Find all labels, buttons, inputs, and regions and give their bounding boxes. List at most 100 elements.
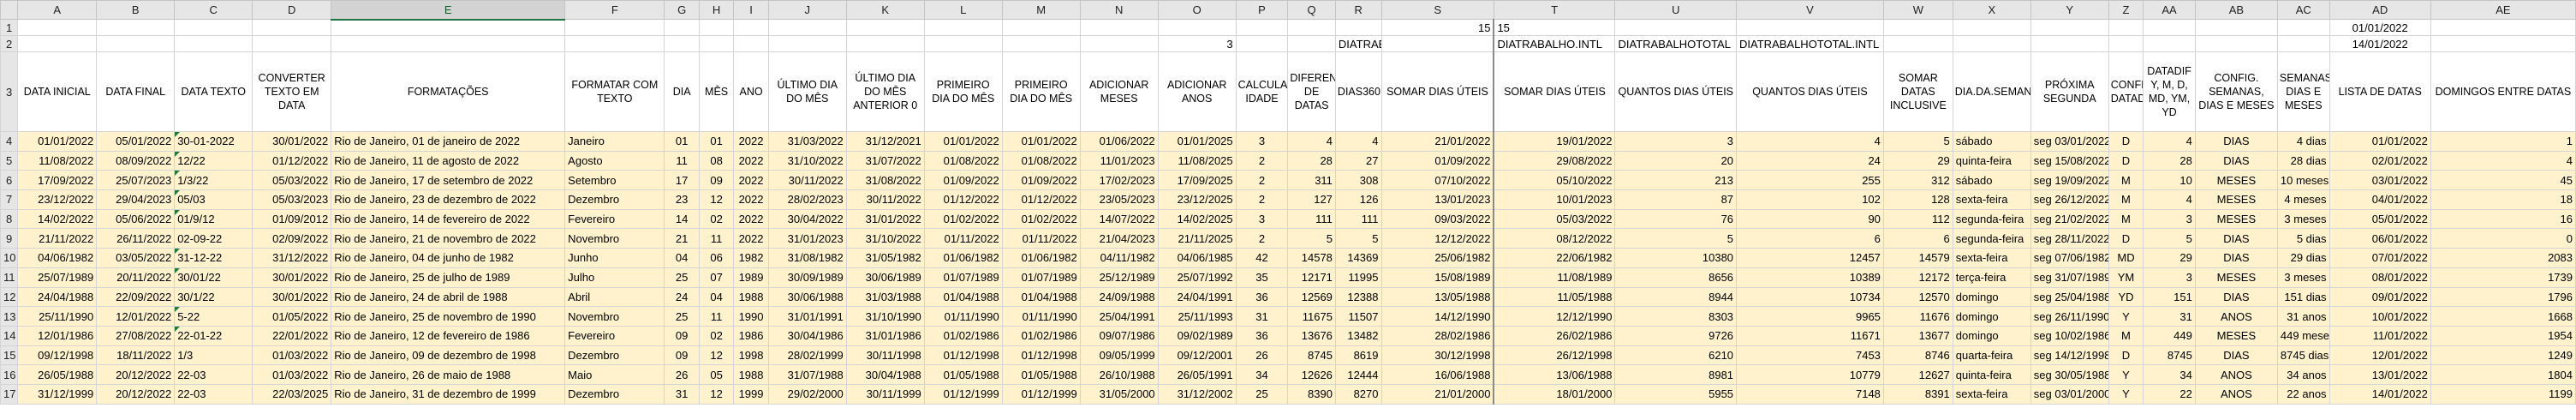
grid-cell[interactable]: 3 <box>1157 35 1237 52</box>
grid-cell[interactable]: 01/12/2022 <box>252 150 332 171</box>
grid-cell[interactable]: 11995 <box>1334 267 1382 288</box>
column-header[interactable]: P <box>1235 0 1289 20</box>
grid-cell[interactable] <box>2143 19 2196 36</box>
row-header[interactable]: 15 <box>0 345 19 366</box>
grid-cell[interactable]: 7148 <box>1736 383 1884 405</box>
grid-cell[interactable]: M <box>2108 208 2144 230</box>
grid-cell[interactable]: 28/02/1999 <box>767 345 847 366</box>
grid-cell[interactable]: Janeiro <box>564 131 665 152</box>
grid-cell[interactable]: 15/08/1989 <box>1380 267 1494 288</box>
grid-cell[interactable]: MD <box>2108 248 2144 268</box>
grid-cell[interactable]: 01/05/1988 <box>923 364 1003 385</box>
grid-cell[interactable]: 04/06/1982 <box>17 248 98 268</box>
grid-cell[interactable]: 14578 <box>1287 248 1336 268</box>
grid-cell[interactable]: 01/06/2022 <box>1079 131 1159 152</box>
grid-cell[interactable]: 31/10/2022 <box>845 228 925 249</box>
grid-cell[interactable]: 2022 <box>733 208 769 230</box>
grid-cell[interactable]: seg 07/06/1982 <box>2030 248 2109 268</box>
grid-cell[interactable] <box>767 19 847 36</box>
grid-cell[interactable]: 22/09/2022 <box>96 286 176 308</box>
grid-cell[interactable]: 12 <box>698 383 735 405</box>
grid-cell[interactable]: DIAS <box>2194 248 2278 268</box>
grid-cell[interactable]: 13/01/2022 <box>2329 364 2431 385</box>
grid-cell[interactable]: quinta-feira <box>1952 150 2031 171</box>
column-header[interactable]: O <box>1157 0 1237 20</box>
grid-cell[interactable]: 30/09/1989 <box>767 267 847 288</box>
grid-cell[interactable]: Agosto <box>564 150 665 171</box>
grid-cell[interactable]: 2 <box>1235 150 1289 171</box>
grid-cell[interactable]: 31/03/2022 <box>767 131 847 152</box>
grid-cell[interactable]: 22-03 <box>174 383 253 405</box>
grid-cell[interactable]: 01/02/1986 <box>923 325 1003 346</box>
row-header[interactable]: 10 <box>0 248 19 268</box>
grid-cell[interactable] <box>252 35 332 52</box>
grid-cell[interactable]: 30/06/1989 <box>845 267 925 288</box>
grid-cell[interactable]: 25/11/1993 <box>1157 306 1237 327</box>
grid-cell[interactable]: 1668 <box>2430 306 2576 327</box>
grid-cell[interactable]: 12388 <box>1334 286 1382 308</box>
grid-cell[interactable]: 18/01/2000 <box>1493 383 1616 405</box>
grid-cell[interactable]: 3 <box>1614 131 1738 152</box>
grid-cell[interactable]: 126 <box>1334 189 1382 210</box>
grid-cell[interactable]: 30/01/2022 <box>252 131 332 152</box>
grid-cell[interactable] <box>2143 35 2196 52</box>
grid-cell[interactable]: Y <box>2108 383 2144 405</box>
header-cell[interactable]: PRIMEIRO DIA DO MÊS <box>1001 51 1081 132</box>
grid-cell[interactable]: 22/01/2022 <box>252 325 332 346</box>
grid-cell[interactable]: DIATRABALHO.INTL <box>1493 35 1616 52</box>
grid-cell[interactable]: 9726 <box>1614 325 1738 346</box>
grid-cell[interactable]: 35 <box>1235 267 1289 288</box>
grid-cell[interactable]: 20 <box>1614 150 1738 171</box>
grid-cell[interactable]: Julho <box>564 267 665 288</box>
grid-cell[interactable]: 01/09/2012 <box>252 208 332 230</box>
grid-cell[interactable]: 102 <box>1736 189 1884 210</box>
grid-cell[interactable]: 09/02/1989 <box>1157 325 1237 346</box>
grid-cell[interactable] <box>1001 19 1081 36</box>
grid-cell[interactable]: 9965 <box>1736 306 1884 327</box>
grid-cell[interactable]: 6 <box>1882 228 1953 249</box>
grid-cell[interactable]: 10779 <box>1736 364 1884 385</box>
grid-cell[interactable]: 01/9/12 <box>174 208 253 230</box>
grid-cell[interactable]: MESES <box>2194 208 2278 230</box>
column-header-selected[interactable]: E <box>331 0 566 21</box>
grid-cell[interactable]: 31/01/2023 <box>767 228 847 249</box>
grid-cell[interactable]: 10380 <box>1614 248 1738 268</box>
grid-cell[interactable]: 06/01/2022 <box>2329 228 2431 249</box>
grid-cell[interactable]: 05 <box>698 364 735 385</box>
header-cell[interactable]: LISTA DE DATAS <box>2329 51 2431 132</box>
grid-cell[interactable]: seg 15/08/2022 <box>2030 150 2109 171</box>
grid-cell[interactable] <box>1380 35 1494 52</box>
grid-cell[interactable]: Dezembro <box>564 189 665 210</box>
header-cell[interactable]: SOMAR DIAS ÚTEIS <box>1493 51 1616 132</box>
select-all-corner[interactable] <box>0 0 19 20</box>
grid-cell[interactable]: 24 <box>664 286 700 308</box>
grid-cell[interactable]: 05/06/2022 <box>96 208 176 230</box>
grid-cell[interactable]: 255 <box>1736 170 1884 191</box>
grid-cell[interactable]: 01/01/2025 <box>1157 131 1237 152</box>
grid-cell[interactable] <box>331 35 566 52</box>
grid-cell[interactable]: 03/05/2022 <box>96 248 176 268</box>
grid-cell[interactable] <box>1952 19 2031 36</box>
grid-cell[interactable]: 5 <box>1882 131 1953 152</box>
column-header[interactable]: V <box>1736 0 1884 20</box>
grid-cell[interactable]: 4 <box>1287 131 1336 152</box>
grid-cell[interactable]: 17 <box>664 170 700 191</box>
grid-cell[interactable]: 22/03/2025 <box>252 383 332 405</box>
grid-cell[interactable]: sábado <box>1952 131 2031 152</box>
grid-cell[interactable]: sexta-feira <box>1952 383 2031 405</box>
grid-cell[interactable]: 24/09/1988 <box>1079 286 1159 308</box>
grid-cell[interactable]: 04 <box>664 248 700 268</box>
grid-cell[interactable]: 1/3 <box>174 345 253 366</box>
grid-cell[interactable]: 26 <box>664 364 700 385</box>
grid-cell[interactable]: 5955 <box>1614 383 1738 405</box>
grid-cell[interactable]: 01/04/1988 <box>923 286 1003 308</box>
header-cell[interactable]: SOMAR DATAS INCLUSIVE <box>1882 51 1953 132</box>
grid-cell[interactable]: 1796 <box>2430 286 2576 308</box>
grid-cell[interactable]: 1804 <box>2430 364 2576 385</box>
row-header[interactable]: 2 <box>0 35 19 52</box>
grid-cell[interactable]: 5 <box>1287 228 1336 249</box>
grid-cell[interactable]: 21/11/2025 <box>1157 228 1237 249</box>
grid-cell[interactable]: 05/03/2023 <box>252 189 332 210</box>
header-cell[interactable]: PRÓXIMA SEGUNDA <box>2030 51 2109 132</box>
grid-cell[interactable] <box>564 19 665 36</box>
